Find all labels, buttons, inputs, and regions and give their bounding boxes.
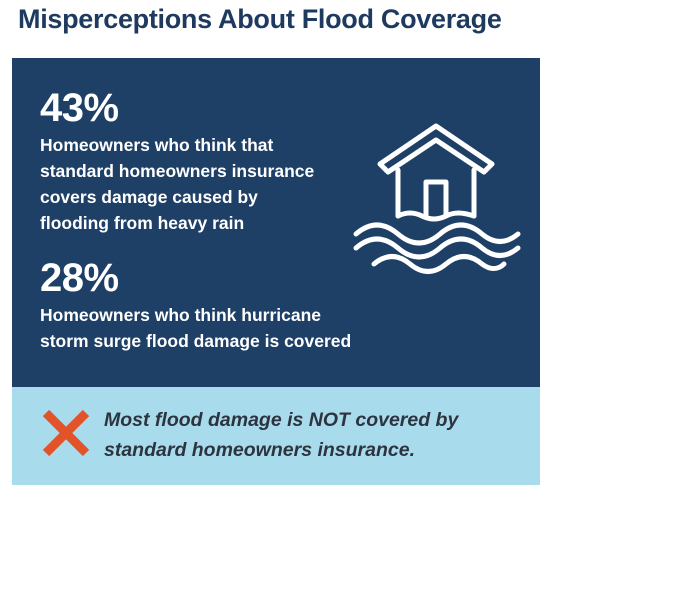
stats-panel: 43% Homeowners who think that standard h…	[12, 58, 540, 387]
flooded-house-icon	[353, 123, 521, 274]
x-mark-icon	[42, 409, 90, 457]
note-panel: Most flood damage is NOT covered by stan…	[12, 387, 540, 485]
stat-value: 28%	[40, 256, 119, 300]
stat-block: 28% Homeowners who think hurricane storm…	[40, 258, 351, 354]
stat-description: Homeowners who think hurricane storm sur…	[40, 305, 352, 351]
stat-description: Homeowners who think that standard homeo…	[40, 135, 315, 233]
page-title: Misperceptions About Flood Coverage	[18, 4, 502, 34]
stat-value: 43%	[40, 86, 119, 130]
coverage-note: Most flood damage is NOT covered by stan…	[104, 409, 459, 461]
stat-block: 43% Homeowners who think that standard h…	[40, 88, 314, 236]
